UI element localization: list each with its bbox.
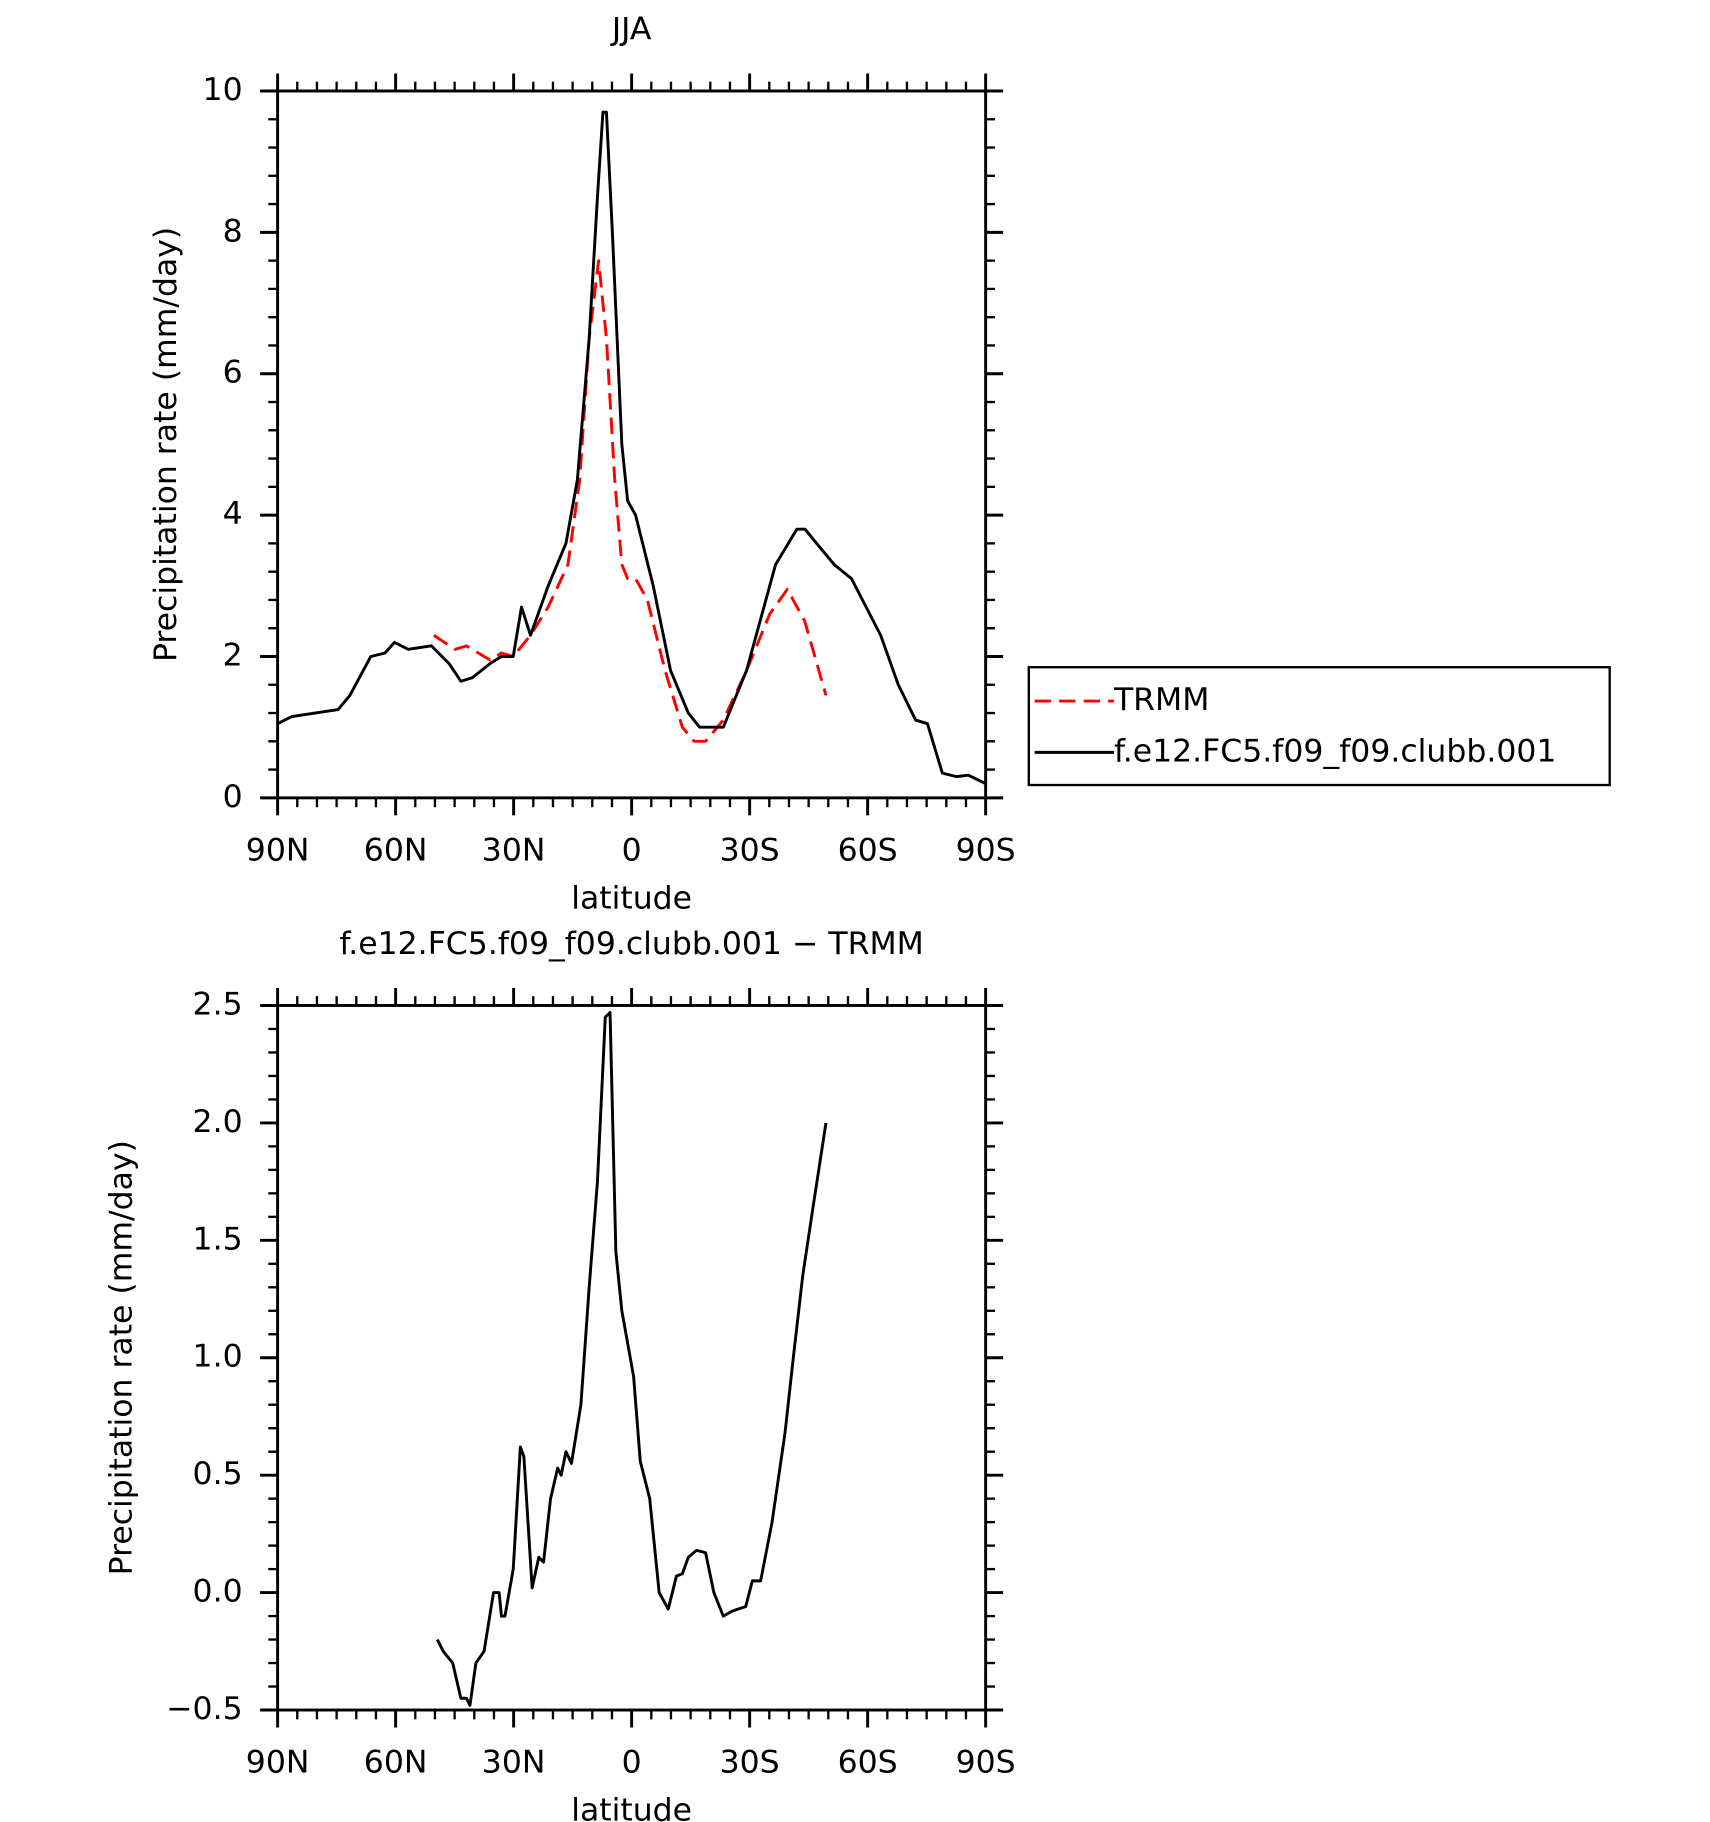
series-line <box>432 259 828 743</box>
y-axis-label: Precipitation rate (mm/day) <box>148 227 184 662</box>
y-tick-label: 2 <box>223 637 243 673</box>
x-tick-label: 60S <box>838 1745 898 1781</box>
y-tick-label: −0.5 <box>166 1691 242 1727</box>
chart-title: JJA <box>610 11 652 47</box>
plot-frame <box>276 89 988 800</box>
x-tick-label: 60N <box>364 833 428 869</box>
x-tick-label: 60S <box>838 833 898 869</box>
y-tick-label: 2.0 <box>193 1104 243 1140</box>
legend-label: TRMM <box>1113 682 1209 718</box>
series-line <box>435 1011 828 1707</box>
legend-label: f.e12.FC5.f09_f09.clubb.001 <box>1114 733 1557 769</box>
x-axis-label: latitude <box>571 880 692 916</box>
y-tick-label: 1.5 <box>193 1221 243 1257</box>
x-tick-label: 30N <box>482 1745 546 1781</box>
x-tick-label: 30S <box>720 833 780 869</box>
y-tick-label: 0 <box>223 779 243 815</box>
y-tick-label: 10 <box>203 72 243 108</box>
y-tick-label: 6 <box>223 355 243 391</box>
x-tick-label: 0 <box>622 833 642 869</box>
series-line <box>276 110 987 786</box>
x-tick-label: 60N <box>364 1745 428 1781</box>
x-axis-label: latitude <box>571 1792 692 1822</box>
x-tick-label: 90N <box>246 1745 310 1781</box>
x-tick-label: 90N <box>246 833 310 869</box>
x-tick-label: 30S <box>720 1745 780 1781</box>
y-tick-label: 4 <box>223 496 243 532</box>
chart-title: f.e12.FC5.f09_f09.clubb.001 − TRMM <box>339 926 923 962</box>
y-tick-label: 0.5 <box>193 1456 243 1492</box>
x-tick-label: 30N <box>482 833 546 869</box>
y-tick-label: 0.0 <box>193 1574 243 1610</box>
legend-box <box>1027 666 1611 787</box>
y-tick-label: 8 <box>223 213 243 249</box>
y-tick-label: 2.5 <box>193 986 243 1022</box>
y-axis-label: Precipitation rate (mm/day) <box>103 1140 139 1575</box>
x-tick-label: 90S <box>956 833 1016 869</box>
x-tick-label: 0 <box>622 1745 642 1781</box>
x-tick-label: 90S <box>956 1745 1016 1781</box>
y-tick-label: 1.0 <box>193 1339 243 1375</box>
